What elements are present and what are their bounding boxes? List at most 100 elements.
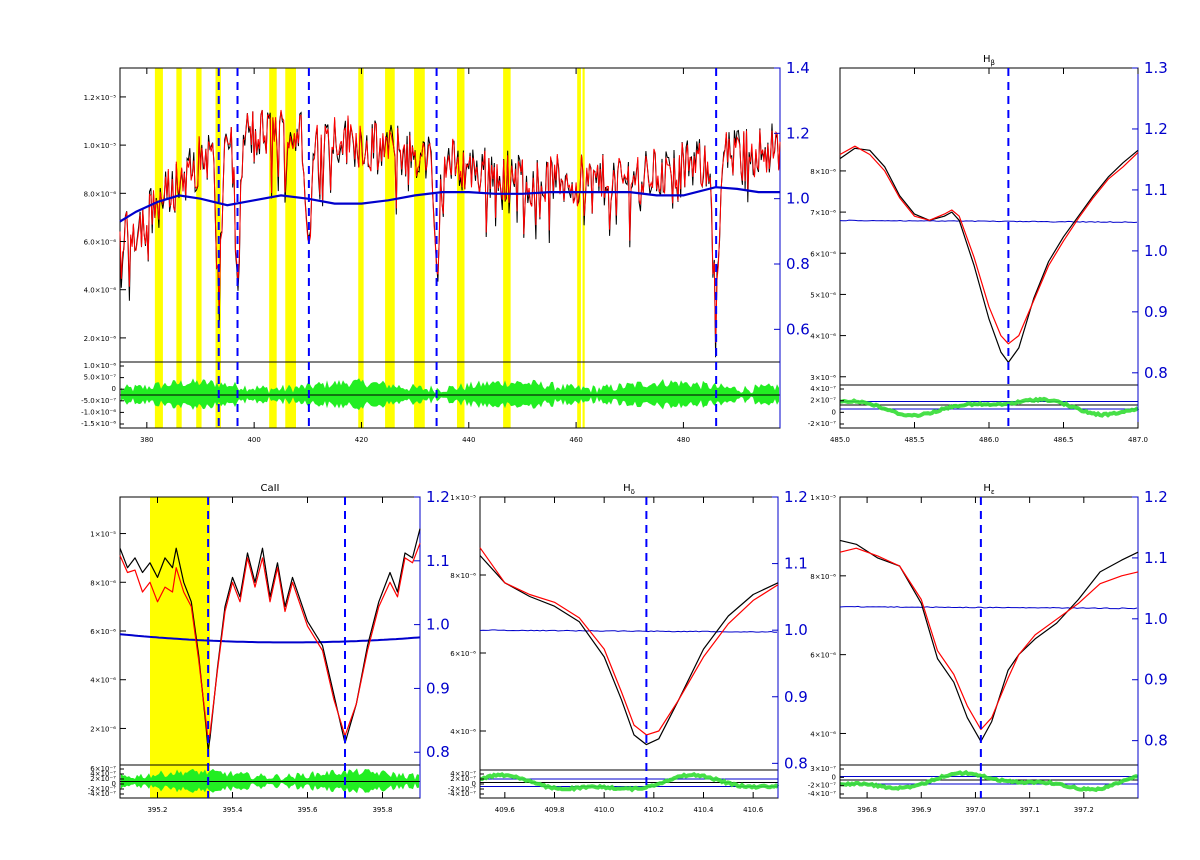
hb-x-tick-label: 487.0	[1128, 436, 1148, 444]
hd-residual-tick-label: -2×10⁻⁷	[448, 785, 476, 793]
caii-y2-tick-label: 0.8	[426, 743, 450, 761]
he-x-tick-label: 396.8	[857, 806, 877, 814]
hd-y-tick-label: 8×10⁻⁶	[450, 572, 476, 580]
caii-y-tick-label: 8×10⁻⁶	[90, 579, 116, 587]
he-residual-tick-label: -4×10⁻⁷	[808, 790, 836, 798]
hd-y2-tick-label: 1.2	[784, 488, 808, 506]
overview-residual-tick-label: -5.0×10⁻⁷	[81, 397, 116, 405]
overview-mask-band	[385, 68, 395, 428]
overview-y-tick-label: 2.0×10⁻⁶	[84, 335, 117, 343]
caii-y2-tick-label: 1.2	[426, 488, 450, 506]
caii-residual-band	[121, 768, 419, 794]
overview-mask-band	[456, 68, 465, 428]
overview-series-model-line	[119, 109, 781, 343]
he-residual-tick-label: 3×10⁻⁷	[810, 765, 836, 773]
hd-y2-tick-label: 0.8	[784, 754, 808, 772]
he-residual-curve	[839, 769, 1139, 793]
he-y2-tick-label: 1.0	[1144, 610, 1168, 628]
hb-frame	[839, 67, 1139, 429]
he-continuum-line	[839, 605, 1138, 610]
hb-y-tick-label: 6×10⁻⁶	[810, 250, 836, 258]
hb-residual-tick-label: 0	[832, 408, 836, 416]
caii-panel: 1.2 1.1 1.0 0.9 0.8 395.2 395.4 395.6 395.8 1×10⁻…	[88, 483, 450, 814]
hb-y-tick-label: 7×10⁻⁶	[810, 209, 836, 217]
caii-residual-tick-label: -4×10⁻⁷	[88, 790, 116, 798]
hd-y2-tick-label: 0.9	[784, 688, 808, 706]
hd-title: Hδ	[623, 483, 635, 496]
he-x-tick-label: 397.2	[1074, 806, 1094, 814]
he-y-tick-label: 4×10⁻⁶	[810, 730, 836, 738]
overview-residual-tick-label: 0	[112, 385, 116, 393]
he-title: Hε	[983, 483, 995, 496]
hb-y-tick-label: 3×10⁻⁶	[810, 374, 836, 382]
hb-x-tick-label: 486.0	[979, 436, 999, 444]
caii-series-model-line	[119, 543, 421, 742]
hb-y2-tick-label: 0.9	[1144, 303, 1168, 321]
he-y2-tick-label: 0.9	[1144, 671, 1168, 689]
overview-x-tick-label: 420	[355, 436, 368, 444]
caii-title: CaII	[260, 483, 279, 494]
he-x-tick-label: 397.1	[1020, 806, 1040, 814]
hd-continuum-line	[479, 629, 778, 633]
overview-mask-band	[358, 68, 364, 428]
he-y2-tick-label: 0.8	[1144, 732, 1168, 750]
caii-residual-tick-label: -2×10⁻⁷	[88, 785, 116, 793]
overview-y-tick-label: 6.0×10⁻⁶	[84, 239, 117, 247]
hb-y-tick-label: 5×10⁻⁶	[810, 291, 836, 299]
hb-residual-tick-label: 4×10⁻⁷	[810, 385, 836, 393]
overview-mask-band	[503, 68, 511, 428]
overview-mask-band	[582, 68, 585, 428]
caii-y-tick-label: 6×10⁻⁶	[90, 628, 116, 636]
caii-y-tick-label: 4×10⁻⁶	[90, 677, 116, 685]
hd-residual-tick-label: 0	[472, 780, 476, 788]
hb-title: Hβ	[983, 54, 995, 67]
hd-series-model-line	[479, 547, 779, 736]
caii-residual-tick-label: 2×10⁻⁷	[90, 775, 116, 783]
overview-x-tick-label: 460	[569, 436, 582, 444]
hb-series-observed-line	[839, 147, 1139, 363]
caii-x-tick-label: 395.2	[147, 806, 167, 814]
hd-x-tick-label: 409.8	[544, 806, 564, 814]
hd-frame	[479, 496, 779, 799]
hb-residual-tick-label: 2×10⁻⁷	[810, 397, 836, 405]
hb-y2-tick-label: 1.0	[1144, 242, 1168, 260]
he-x-tick-label: 396.9	[911, 806, 931, 814]
hb-y2-tick-label: 1.2	[1144, 120, 1168, 138]
hd-residual-tick-label: 2×10⁻⁷	[450, 775, 476, 783]
overview-residual-tick-label: -1.5×10⁻⁶	[81, 420, 116, 428]
hd-x-tick-label: 410.6	[743, 806, 764, 814]
caii-y-tick-label: 1×10⁻⁵	[90, 531, 116, 539]
overview-residual-band	[121, 378, 779, 411]
overview-x-tick-label: 440	[462, 436, 475, 444]
hb-residual-curve	[839, 396, 1140, 418]
hd-x-tick-label: 410.0	[594, 806, 614, 814]
caii-x-tick-label: 395.8	[372, 806, 392, 814]
hb-y2-tick-label: 1.3	[1144, 59, 1168, 77]
caii-x-tick-label: 395.6	[297, 806, 318, 814]
overview-y-tick-label: 8.0×10⁻⁶	[84, 190, 117, 198]
caii-residual-tick-label: 6×10⁻⁷	[90, 765, 116, 773]
caii-residual-tick-label: 0	[112, 780, 116, 788]
hb-x-tick-label: 485.5	[904, 436, 924, 444]
he-series-model-line	[839, 547, 1139, 731]
he-y-tick-label: 6×10⁻⁶	[810, 652, 836, 660]
overview-x-tick-label: 400	[247, 436, 260, 444]
he-residual-tick-label: -2×10⁻⁷	[808, 782, 836, 790]
h-beta-panel: 1.3 1.2 1.1 1.0 0.9 0.8 485.0 485.5 486.0 486.5 48…	[808, 54, 1168, 444]
caii-y2-tick-label: 1.1	[426, 552, 450, 570]
hd-x-tick-label: 410.2	[644, 806, 664, 814]
overview-mask-band	[577, 68, 581, 428]
overview-y2-tick-label: 0.6	[786, 320, 810, 338]
overview-x-tick-label: 480	[677, 436, 690, 444]
he-frame	[839, 496, 1139, 799]
overview-continuum-line	[119, 186, 780, 223]
overview-mask-band	[196, 68, 202, 428]
hb-x-tick-label: 486.5	[1053, 436, 1073, 444]
overview-y-tick-label: 1.2×10⁻⁵	[84, 94, 117, 102]
he-residual-tick-label: 0	[832, 773, 836, 781]
hd-series-observed-line	[479, 555, 779, 746]
hd-residual-tick-label: 4×10⁻⁷	[450, 770, 476, 778]
caii-y2-tick-label: 0.9	[426, 679, 450, 697]
he-y2-tick-label: 1.1	[1144, 549, 1168, 567]
